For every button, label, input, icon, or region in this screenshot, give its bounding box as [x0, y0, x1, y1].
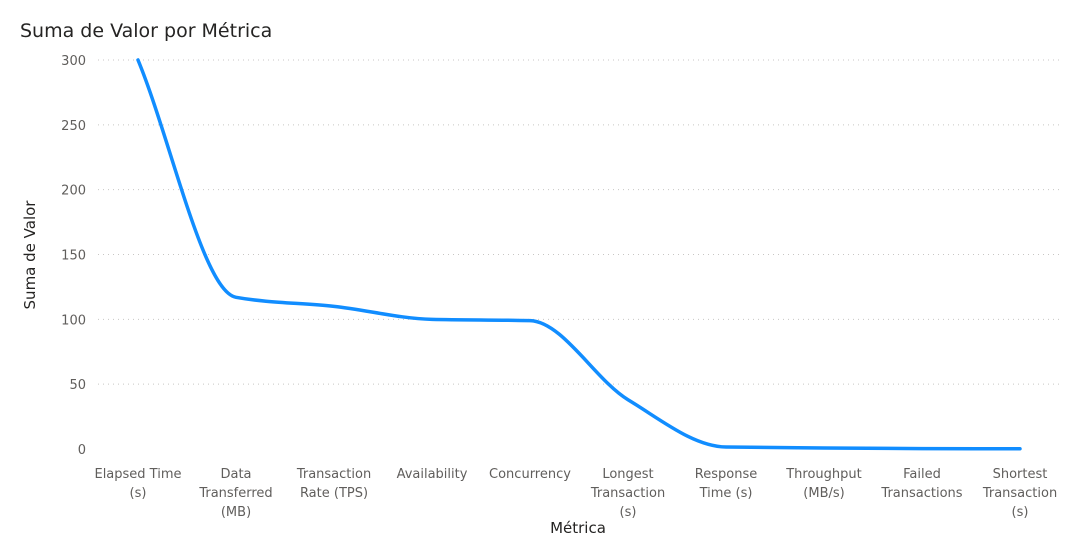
- data-point: [135, 57, 141, 63]
- chart-title: Suma de Valor por Métrica: [20, 20, 273, 42]
- x-tick-label: Failed Transactions: [880, 467, 962, 501]
- data-point: [919, 446, 925, 452]
- x-tick-label: Elapsed Time (s): [94, 467, 181, 501]
- y-tick-label: 100: [61, 313, 86, 328]
- data-point: [331, 303, 337, 309]
- x-axis-label: Métrica: [550, 519, 606, 537]
- x-tick-label: Response Time (s): [695, 467, 757, 501]
- data-point: [527, 318, 533, 324]
- x-tick-label: Data Transferred (MB): [198, 467, 272, 520]
- x-tick-label: Availability: [397, 467, 468, 482]
- y-tick-label: 250: [61, 119, 86, 134]
- x-tick-label: Shortest Transaction (s): [982, 467, 1057, 520]
- data-point: [723, 444, 729, 450]
- x-tick-label: Longest Transaction (s): [590, 467, 665, 520]
- data-point: [233, 294, 239, 300]
- y-tick-label: 50: [69, 378, 86, 393]
- x-tick-label: Transaction Rate (TPS): [296, 467, 371, 501]
- x-tick-label: Throughput (MB/s): [785, 467, 862, 501]
- data-point: [1017, 446, 1023, 452]
- data-point: [821, 445, 827, 451]
- series-line: [136, 58, 1022, 451]
- y-tick-label: 300: [61, 54, 86, 69]
- y-tick-label: 150: [61, 249, 86, 264]
- y-tick-label: 0: [78, 443, 86, 458]
- x-tick-label: Concurrency: [489, 467, 571, 482]
- data-point: [429, 316, 435, 322]
- y-tick-label: 200: [61, 184, 86, 199]
- data-point: [625, 397, 631, 403]
